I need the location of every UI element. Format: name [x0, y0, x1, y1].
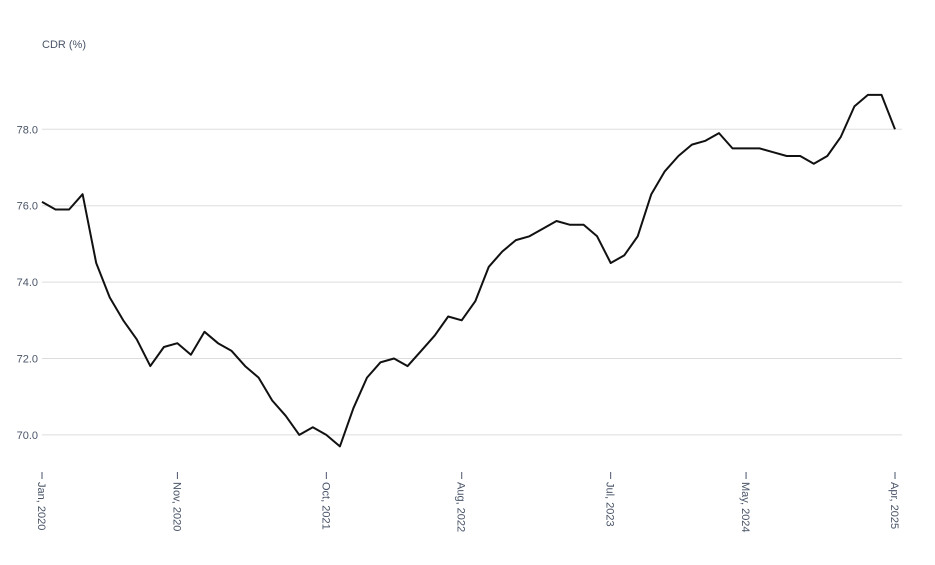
data-line: [41, 93, 896, 448]
y-axis-title: CDR (%): [42, 39, 86, 51]
y-tick-label: 74.0: [17, 277, 38, 289]
y-tick-label: 78.0: [17, 124, 38, 136]
x-tick-label: Jan, 2020: [35, 482, 47, 530]
y-tick-label: 72.0: [17, 354, 38, 366]
x-tick-label: Apr, 2025: [888, 482, 900, 529]
x-tick-label: Nov, 2020: [170, 482, 182, 531]
y-tick-label: 70.0: [17, 430, 38, 442]
x-tick-label: Jul, 2023: [604, 482, 616, 527]
x-tick-label: Aug, 2022: [455, 482, 467, 532]
y-tick-label: 76.0: [17, 201, 38, 213]
x-tick-label: May, 2024: [739, 482, 751, 533]
x-tick-label: Oct, 2021: [319, 482, 331, 530]
